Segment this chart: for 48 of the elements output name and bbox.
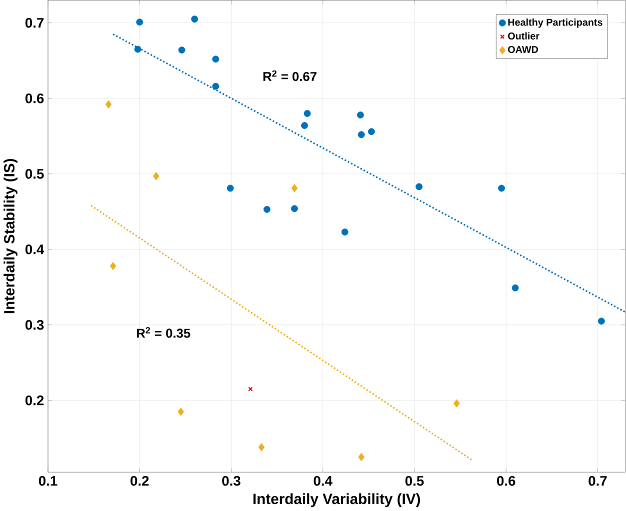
y-tick-label: 0.5 xyxy=(25,169,44,179)
point xyxy=(134,46,142,53)
point xyxy=(264,206,270,213)
point xyxy=(358,453,365,462)
point xyxy=(453,399,460,408)
point xyxy=(191,16,198,23)
point xyxy=(291,184,298,193)
point xyxy=(178,408,184,416)
y-tick-label: 0.2 xyxy=(25,396,44,406)
annotation: R$^{2}$ = 0.67 xyxy=(263,70,316,82)
point xyxy=(212,56,220,63)
x-tick-label: 0.1 xyxy=(38,476,58,486)
legend-label: Healthy Participants xyxy=(508,18,602,28)
point xyxy=(248,386,253,392)
point xyxy=(301,122,308,130)
x-tick-label: 0.7 xyxy=(588,476,607,486)
x-axis-title: Interdaily Variability (IV) xyxy=(253,493,420,508)
point xyxy=(498,184,505,192)
point xyxy=(290,205,298,212)
x-tick-label: 0.4 xyxy=(314,476,332,486)
y-tick-label: 0.7 xyxy=(25,18,44,28)
legend-label: OAWD xyxy=(508,46,538,54)
annotation: R$^{2}$ = 0.35 xyxy=(136,327,190,338)
point xyxy=(416,183,423,190)
y-tick-label: 0.3 xyxy=(25,320,44,330)
y-tick-label: 0.4 xyxy=(25,244,44,254)
x-tick-label: 0.3 xyxy=(222,476,240,486)
point xyxy=(304,110,311,118)
point xyxy=(110,262,116,270)
point xyxy=(356,112,364,119)
point xyxy=(226,184,234,192)
y-tick-label: 0.6 xyxy=(25,94,44,104)
x-tick-label: 0.6 xyxy=(497,476,516,486)
point xyxy=(358,131,365,138)
point xyxy=(368,128,375,136)
point xyxy=(598,318,605,325)
x-tick-label: 0.2 xyxy=(130,476,149,486)
legend-label: Outlier xyxy=(508,32,540,40)
point xyxy=(341,228,348,236)
point xyxy=(136,18,144,26)
point xyxy=(178,46,186,54)
y-axis-title: Interdaily Stability (IS) xyxy=(4,159,18,314)
x-tick-label: 0.5 xyxy=(405,476,424,486)
point xyxy=(512,284,519,292)
point xyxy=(152,172,160,180)
point xyxy=(258,443,265,452)
point xyxy=(105,100,112,109)
point xyxy=(212,82,220,90)
